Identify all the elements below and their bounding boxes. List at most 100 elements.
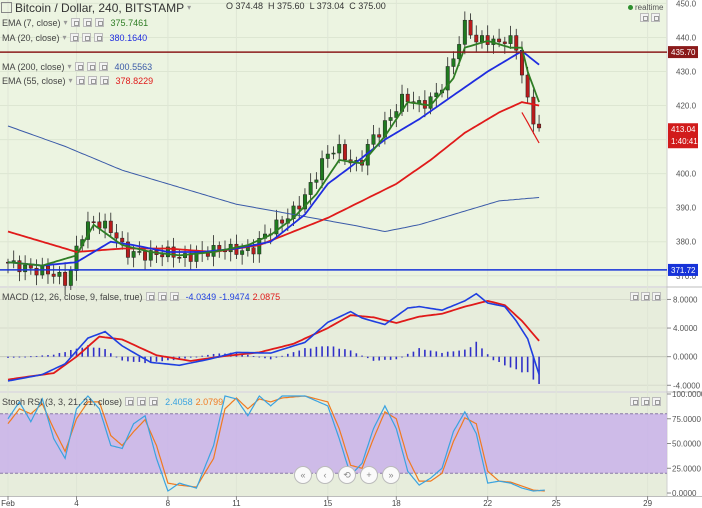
support-price-tag: 371.72 <box>671 266 696 275</box>
stoch-pane-buttons <box>630 397 661 406</box>
stoch-legend: Stoch RSI (3, 3, 21, 21, close) 2.4058 2… <box>2 395 223 408</box>
stoch-tick-label: 75.0000 <box>672 415 701 424</box>
chevron-down-icon[interactable]: ▾ <box>62 33 67 42</box>
symbol-menu-icon[interactable] <box>1 2 12 13</box>
candle-body <box>451 58 456 67</box>
pane-maximize-icon[interactable] <box>641 397 650 406</box>
time-tick-label: 25 <box>552 499 561 508</box>
macd-tick-label: 0.0000 <box>673 353 698 362</box>
legend-ma20-value: 380.1640 <box>109 32 148 43</box>
candle-body <box>331 152 336 155</box>
settings-icon[interactable] <box>137 397 147 406</box>
time-tick-label: 29 <box>643 499 652 508</box>
last-price-tag: 413.04 <box>671 125 696 134</box>
macd-histogram-bar <box>12 356 15 358</box>
macd-histogram-bar <box>109 353 112 357</box>
macd-histogram-bar <box>481 348 483 357</box>
zoom-in-button[interactable]: + <box>360 466 378 484</box>
legend-ema7-value: 375.7461 <box>110 17 149 28</box>
candle-body <box>462 19 467 45</box>
macd-histogram-bar <box>35 355 38 357</box>
macd-histogram-bar <box>532 356 535 380</box>
macd-histogram-bar <box>87 345 89 357</box>
macd-histogram-bar <box>378 356 380 361</box>
macd-histogram-bar <box>92 347 95 357</box>
pane-close-icon[interactable] <box>652 292 661 301</box>
candle-body <box>388 117 393 121</box>
visibility-toggle-icon[interactable] <box>125 397 135 406</box>
close-icon[interactable] <box>99 76 109 85</box>
visibility-toggle-icon[interactable] <box>75 76 85 85</box>
scroll-right-fast-button[interactable]: » <box>382 466 400 484</box>
pane-close-icon[interactable] <box>652 397 661 406</box>
pane-maximize-icon[interactable] <box>641 292 650 301</box>
macd-histogram-bar <box>18 356 21 358</box>
candle-body <box>280 219 285 224</box>
visibility-toggle-icon[interactable] <box>70 18 80 27</box>
macd-histogram-bar <box>492 356 495 361</box>
reset-view-button[interactable]: ⟲ <box>338 466 356 484</box>
candle-body <box>320 158 325 181</box>
macd-histogram-bar <box>64 352 66 357</box>
stoch-d-line <box>7 395 545 492</box>
macd-histogram-bar <box>469 347 472 357</box>
visibility-toggle-icon[interactable] <box>145 292 155 301</box>
candle-body <box>23 264 28 273</box>
candle-body <box>91 221 96 223</box>
visibility-toggle-icon[interactable] <box>69 33 79 42</box>
macd-histogram-bar <box>287 353 289 357</box>
candle-body <box>371 134 376 145</box>
candle-body <box>394 111 399 118</box>
candle-body <box>103 220 108 229</box>
pane-close-icon[interactable] <box>651 13 660 22</box>
macd-pane-buttons <box>630 292 661 301</box>
candle-body <box>325 153 330 159</box>
macd-histogram-bar <box>326 346 329 357</box>
settings-icon[interactable] <box>87 76 97 85</box>
macd-histogram-bar <box>406 353 409 357</box>
macd-histogram-bar <box>338 348 341 357</box>
macd-histogram-bar <box>418 348 420 357</box>
settings-icon[interactable] <box>81 33 91 42</box>
settings-icon[interactable] <box>157 292 167 301</box>
high-value: H 375.60 <box>268 1 305 11</box>
bar-countdown: 1:40:41 <box>671 137 698 146</box>
price-axis-background <box>667 0 702 508</box>
pane-maximize-icon[interactable] <box>640 13 649 22</box>
settings-icon[interactable] <box>82 18 92 27</box>
macd-histogram-bar <box>435 351 438 357</box>
price-tick-label: 400.0 <box>676 170 697 179</box>
macd-histogram-bar <box>515 356 518 370</box>
macd-histogram-bar <box>521 356 523 373</box>
close-icon[interactable] <box>94 18 104 27</box>
scroll-left-fast-button[interactable]: « <box>294 466 312 484</box>
time-tick-label: 22 <box>483 499 492 508</box>
pane-up-icon[interactable] <box>630 292 639 301</box>
macd-histogram-bar <box>201 355 203 357</box>
macd-histogram-bar <box>41 355 44 357</box>
chevron-down-icon[interactable]: ▾ <box>187 3 192 12</box>
candle-body <box>240 250 245 255</box>
chevron-down-icon[interactable]: ▾ <box>67 62 72 71</box>
candle-body <box>245 247 250 251</box>
close-icon[interactable] <box>93 33 103 42</box>
close-icon[interactable] <box>169 292 179 301</box>
chevron-down-icon[interactable]: ▾ <box>68 76 73 85</box>
pane-up-icon[interactable] <box>630 397 639 406</box>
macd-histogram-bar <box>195 356 198 358</box>
visibility-toggle-icon[interactable] <box>74 62 84 71</box>
settings-icon[interactable] <box>86 62 96 71</box>
macd-histogram-bar <box>7 356 9 358</box>
resistance-price-tag-background <box>668 46 698 59</box>
macd-histogram-bar <box>526 356 529 373</box>
close-icon[interactable] <box>98 62 108 71</box>
realtime-label: realtime <box>635 3 664 12</box>
macd-histogram-bar <box>355 353 358 357</box>
macd-histogram-bar <box>464 349 466 357</box>
scroll-left-button[interactable]: ‹ <box>316 466 334 484</box>
ma200-line <box>7 125 540 233</box>
close-icon[interactable] <box>149 397 159 406</box>
open-value: O 374.48 <box>226 1 264 11</box>
chevron-down-icon[interactable]: ▾ <box>63 18 68 27</box>
